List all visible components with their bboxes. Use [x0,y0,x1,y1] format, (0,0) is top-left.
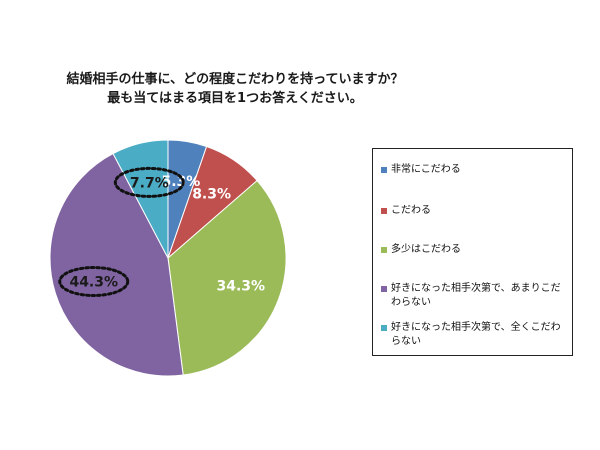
legend-item-3: 好きになった相手次第で、あまりこだわらない [381,282,567,310]
pie-label-3: 44.3% [69,275,118,291]
legend: 非常にこだわる こだわる 多少はこだわる 好きになった相手次第で、あまりこだわら… [372,148,573,356]
legend-label-3: 好きになった相手次第で、あまりこだわらない [391,282,567,310]
legend-swatch-1 [381,208,387,214]
legend-label-2: 多少はこだわる [391,243,567,257]
legend-item-4: 好きになった相手次第で、全くこだわらない [381,321,567,349]
pie-label-4: 7.7% [130,175,169,191]
legend-item-0: 非常にこだわる [381,163,567,177]
legend-label-0: 非常にこだわる [391,163,567,177]
legend-swatch-4 [381,325,387,331]
legend-swatch-2 [381,247,387,253]
pie-label-1: 8.3% [192,186,231,202]
legend-item-2: 多少はこだわる [381,243,567,257]
legend-label-4: 好きになった相手次第で、全くこだわらない [391,321,567,349]
pie-label-2: 34.3% [217,279,266,295]
legend-swatch-0 [381,167,387,173]
legend-swatch-3 [381,286,387,292]
legend-label-1: こだわる [391,204,567,218]
legend-item-1: こだわる [381,204,567,218]
